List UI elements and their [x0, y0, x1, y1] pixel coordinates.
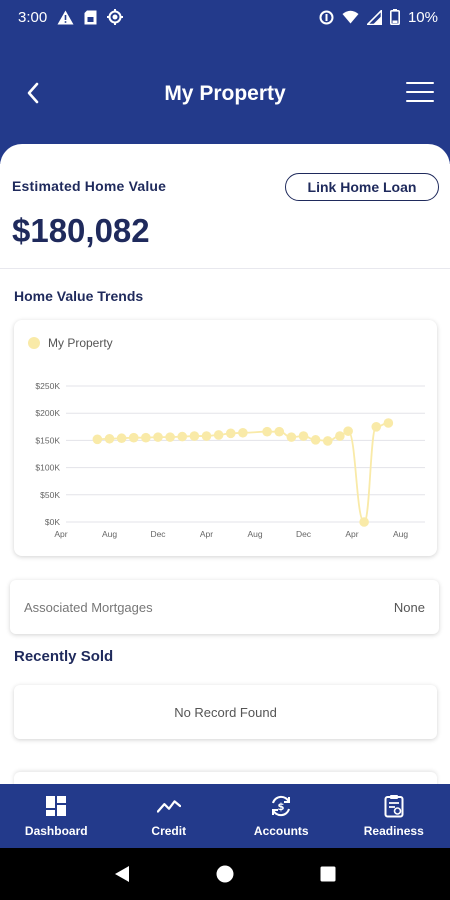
wifi-icon — [342, 10, 359, 24]
x-tick-label: Aug — [247, 529, 262, 539]
bottom-nav: Dashboard Credit $ Accounts Readiness — [0, 784, 450, 848]
data-point — [116, 433, 127, 444]
triangle-back-icon — [114, 866, 129, 882]
app-header: My Property — [0, 34, 450, 164]
data-point — [286, 432, 297, 442]
data-point — [213, 430, 224, 440]
y-tick-label: $0K — [45, 517, 60, 527]
main-content: Estimated Home Value Link Home Loan $180… — [0, 144, 450, 784]
svg-text:$: $ — [278, 802, 285, 813]
data-point — [262, 426, 272, 437]
data-point — [189, 431, 200, 441]
y-tick-label: $100K — [35, 463, 60, 473]
android-back-button[interactable] — [110, 862, 134, 886]
recently-sold-empty-card: No Record Found — [14, 685, 437, 739]
sim-icon — [84, 10, 97, 25]
x-tick-label: Aug — [393, 529, 408, 539]
data-point — [298, 431, 309, 441]
data-point — [165, 432, 175, 442]
home-value-trends-title: Home Value Trends — [14, 288, 144, 304]
hamburger-menu-icon-line — [406, 99, 434, 102]
associated-mortgages-value: None — [393, 599, 425, 615]
nav-dashboard-label: Dashboard — [24, 824, 88, 838]
x-tick-label: Dec — [296, 529, 312, 539]
alert-icon — [57, 10, 74, 25]
nav-accounts-label: Accounts — [253, 824, 309, 838]
status-bar: 3:00 10% — [0, 0, 450, 34]
data-point — [201, 431, 212, 441]
data-point — [225, 428, 236, 439]
data-point — [343, 426, 353, 436]
nav-dashboard[interactable]: Dashboard — [0, 784, 113, 848]
data-point — [141, 432, 151, 443]
android-nav-bar — [0, 848, 450, 900]
square-recents-icon — [320, 866, 336, 882]
data-point — [128, 432, 139, 443]
nav-accounts[interactable]: $ Accounts — [225, 784, 338, 848]
data-point — [371, 422, 382, 432]
recently-sold-title: Recently Sold — [14, 648, 114, 665]
y-tick-label: $250K — [35, 381, 60, 391]
y-tick-label: $50K — [40, 490, 60, 500]
data-point — [177, 431, 188, 442]
legend-dot-icon — [28, 337, 40, 349]
status-left: 3:00 — [18, 8, 124, 26]
data-point — [335, 431, 345, 441]
page-title: My Property — [164, 82, 286, 105]
data-point — [104, 433, 115, 444]
data-point — [383, 418, 394, 428]
data-point — [274, 426, 285, 437]
status-time: 3:00 — [18, 8, 48, 26]
y-tick-label: $200K — [35, 408, 60, 418]
next-card-peek — [14, 772, 437, 784]
circle-home-icon — [216, 865, 234, 883]
estimated-value-amount: $180,082 — [12, 212, 150, 249]
estimated-value-label: Estimated Home Value — [12, 178, 167, 194]
status-right: 10% — [319, 9, 438, 26]
trend-line-icon — [156, 794, 181, 818]
chart-legend[interactable]: My Property — [28, 336, 113, 350]
signal-icon — [366, 9, 382, 25]
associated-mortgages-label: Associated Mortgages — [24, 599, 153, 615]
home-value-chart: $0K $50K $100K $150K $200K $250K Apr Aug Dec Apr A… — [35, 381, 425, 539]
dollar-cycle-icon: $ — [269, 794, 293, 818]
x-tick-label: Apr — [54, 529, 67, 539]
hamburger-menu-icon — [406, 82, 434, 85]
hamburger-menu-icon-line — [406, 90, 434, 94]
android-home-button[interactable] — [213, 862, 237, 886]
legend-label: My Property — [48, 336, 113, 350]
menu-button[interactable] — [406, 80, 434, 104]
nav-credit-label: Credit — [151, 824, 187, 838]
link-home-loan-button[interactable]: Link Home Loan — [285, 173, 439, 201]
x-tick-label: Apr — [200, 529, 213, 539]
data-point — [238, 427, 248, 438]
nav-credit[interactable]: Credit — [113, 784, 226, 848]
sync-icon — [107, 9, 124, 25]
y-tick-label: $150K — [35, 435, 60, 445]
back-button[interactable] — [18, 78, 48, 108]
battery-icon — [389, 9, 400, 25]
battery-percent: 10% — [407, 8, 438, 26]
android-recents-button[interactable] — [316, 862, 340, 886]
no-record-text: No Record Found — [174, 704, 277, 720]
data-point — [310, 435, 321, 445]
clipboard-check-icon — [382, 794, 406, 818]
associated-mortgages-card[interactable]: Associated Mortgages None — [10, 580, 439, 634]
data-point — [359, 517, 369, 527]
nav-readiness-label: Readiness — [363, 824, 424, 838]
data-point — [92, 434, 103, 445]
chevron-left-icon — [27, 82, 39, 104]
dashboard-grid-icon — [44, 794, 68, 818]
series-line — [97, 422, 389, 523]
data-saver-icon — [319, 10, 334, 25]
x-tick-label: Apr — [345, 529, 358, 539]
x-tick-label: Aug — [102, 529, 117, 539]
data-point — [153, 432, 163, 442]
home-value-chart-card: $0K $50K $100K $150K $200K $250K Apr Aug Dec Apr A… — [14, 320, 437, 556]
x-tick-label: Dec — [150, 529, 166, 539]
estimated-value-section: Estimated Home Value Link Home Loan $180… — [0, 144, 450, 269]
nav-readiness[interactable]: Readiness — [338, 784, 450, 848]
data-point — [322, 436, 333, 446]
